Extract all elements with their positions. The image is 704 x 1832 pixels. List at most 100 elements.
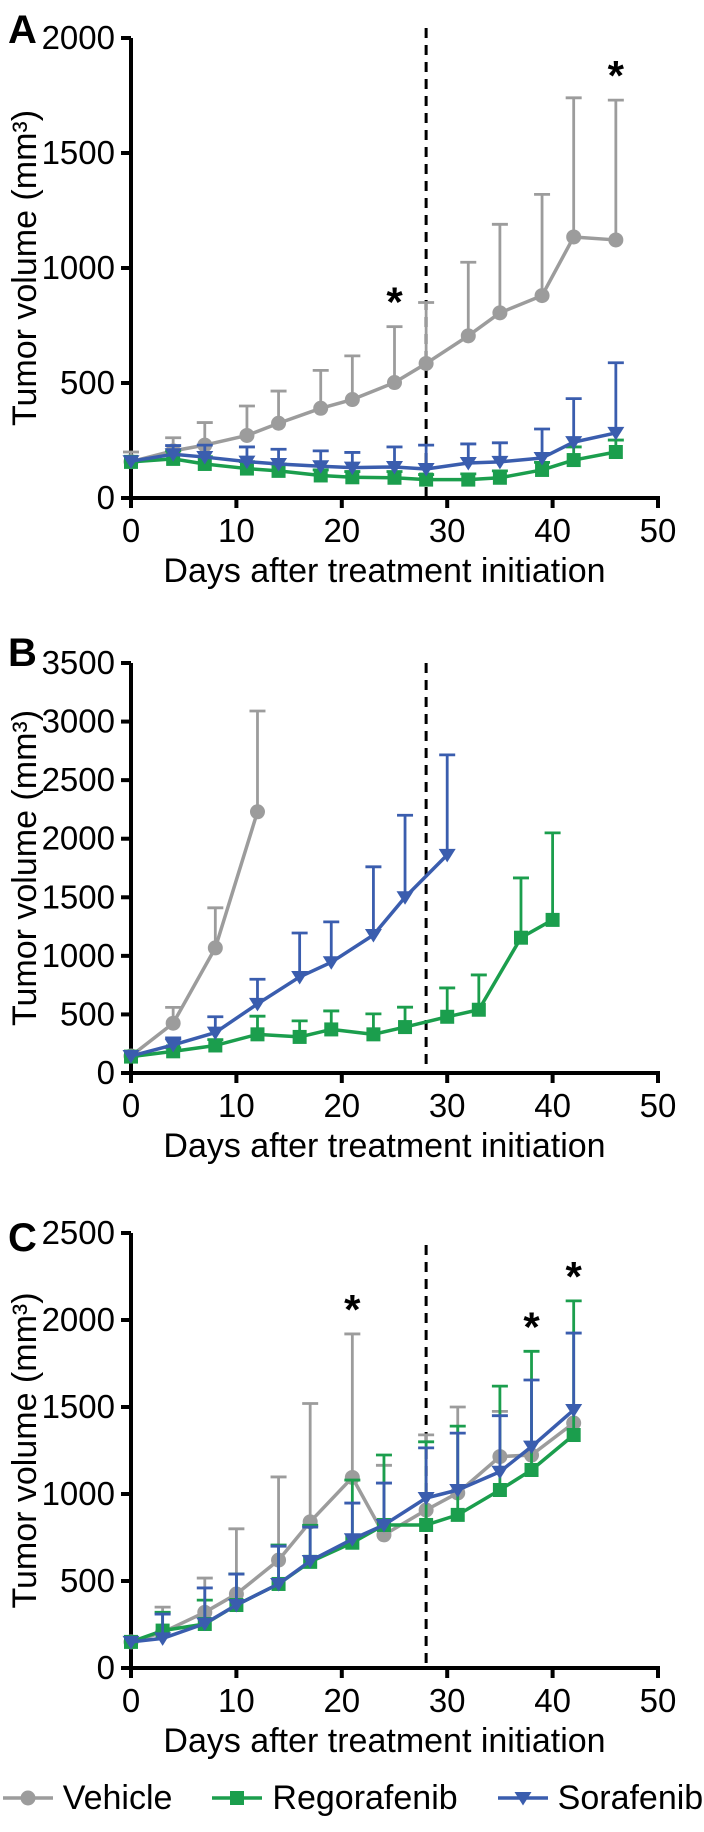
significance-asterisk: * bbox=[523, 1303, 540, 1350]
y-tick-label: 500 bbox=[60, 995, 115, 1032]
series-regorafenib bbox=[124, 831, 561, 1064]
x-tick-label: 50 bbox=[640, 1682, 677, 1719]
regorafenib-square-marker bbox=[535, 462, 550, 477]
x-axis-title: Days after treatment initiation bbox=[163, 1127, 605, 1165]
axes: 0 500 1000 1500 2000 0 10 20 30 40 50 bbox=[42, 19, 677, 549]
x-tick-label: 20 bbox=[323, 512, 360, 549]
x-tick-label: 10 bbox=[218, 512, 255, 549]
vehicle-circle-marker bbox=[608, 232, 624, 248]
y-axis-title: Tumor volume (mm³) bbox=[6, 110, 44, 426]
series-vehicle bbox=[123, 96, 624, 470]
y-tick-label: 0 bbox=[97, 1649, 115, 1686]
sorafenib-triangle-down-marker bbox=[154, 1632, 172, 1646]
regorafenib-square-marker bbox=[398, 1020, 413, 1035]
panel-b: B 0 500 1000 1500 2000 2500 3000 3500 0 10 20 30 40 5… bbox=[0, 585, 704, 1200]
sorafenib-triangle-down-marker bbox=[417, 1492, 435, 1506]
series-sorafenib bbox=[122, 753, 456, 1064]
sorafenib-triangle-down-marker bbox=[449, 1483, 467, 1498]
sorafenib-triangle-down-marker bbox=[322, 956, 340, 970]
sorafenib-legend-marker bbox=[514, 1792, 532, 1806]
regorafenib-square-marker bbox=[419, 1517, 434, 1532]
sorafenib-triangle-down-marker bbox=[270, 1577, 288, 1592]
legend-label-sorafenib: Sorafenib bbox=[557, 1778, 704, 1817]
sorafenib-triangle-down-marker bbox=[248, 997, 266, 1012]
y-tick-label: 2500 bbox=[42, 1214, 115, 1251]
regorafenib-square-marker bbox=[471, 1002, 486, 1017]
y-tick-label: 1500 bbox=[42, 878, 115, 915]
y-tick-label: 500 bbox=[60, 364, 115, 401]
y-tick-label: 0 bbox=[97, 1054, 115, 1091]
sorafenib-line bbox=[130, 431, 617, 471]
panel-c-chart: 0 500 1000 1500 2000 2500 0 10 20 30 40 50 Tumor vol… bbox=[6, 1214, 677, 1760]
x-tick-label: 50 bbox=[640, 512, 677, 549]
vehicle-circle-marker bbox=[566, 229, 582, 245]
sorafenib-triangle-down-marker bbox=[164, 448, 182, 462]
vehicle-circle-marker bbox=[313, 400, 329, 416]
regorafenib-square-marker bbox=[450, 1507, 465, 1522]
sorafenib-triangle-down-marker bbox=[533, 451, 551, 466]
regorafenib-line bbox=[130, 918, 554, 1059]
y-tick-label: 3500 bbox=[42, 644, 115, 681]
y-tick-label: 500 bbox=[60, 1562, 115, 1599]
y-tick-label: 2000 bbox=[42, 1301, 115, 1338]
sorafenib-triangle-down-marker bbox=[122, 1635, 140, 1650]
vehicle-circle-marker bbox=[344, 392, 360, 408]
x-tick-label: 0 bbox=[122, 1682, 140, 1719]
x-tick-label: 50 bbox=[640, 1087, 677, 1124]
regorafenib-line bbox=[130, 450, 617, 482]
regorafenib-square-marker bbox=[387, 470, 402, 485]
sorafenib-triangle-down-marker bbox=[301, 1554, 319, 1569]
x-tick-label: 10 bbox=[218, 1087, 255, 1124]
sorafenib-triangle-down-marker bbox=[238, 455, 256, 470]
series-sorafenib bbox=[122, 1331, 583, 1650]
vehicle-circle-marker bbox=[534, 288, 550, 304]
x-axis-title: Days after treatment initiation bbox=[163, 1722, 605, 1760]
sorafenib-triangle-down-marker bbox=[565, 436, 583, 450]
sorafenib-triangle-down-marker bbox=[491, 455, 509, 470]
x-tick-label: 40 bbox=[534, 1087, 571, 1124]
regorafenib-square-marker bbox=[313, 468, 328, 483]
regorafenib-square-marker bbox=[250, 1027, 265, 1042]
regorafenib-square-marker bbox=[545, 912, 560, 927]
x-tick-label: 20 bbox=[323, 1087, 360, 1124]
sorafenib-triangle-down-marker bbox=[438, 848, 456, 863]
vehicle-circle-marker bbox=[460, 328, 476, 344]
y-tick-label: 3000 bbox=[42, 703, 115, 740]
sorafenib-triangle-down-marker bbox=[565, 1403, 583, 1418]
sorafenib-triangle-down-marker bbox=[386, 460, 403, 475]
vehicle-circle-marker bbox=[418, 355, 434, 371]
vehicle-circle-marker bbox=[271, 415, 287, 431]
sorafenib-triangle-down-marker bbox=[291, 970, 309, 985]
x-tick-label: 30 bbox=[429, 1087, 466, 1124]
sorafenib-triangle-down-marker bbox=[164, 1038, 182, 1053]
axes: 0 500 1000 1500 2000 2500 0 10 20 30 40 50 bbox=[42, 1214, 677, 1719]
y-tick-label: 2000 bbox=[42, 820, 115, 857]
sorafenib-triangle-down-marker bbox=[196, 451, 214, 465]
vehicle-circle-marker bbox=[165, 1015, 181, 1031]
significance-asterisk: * bbox=[608, 52, 625, 99]
y-tick-label: 2500 bbox=[42, 761, 115, 798]
axes: 0 500 1000 1500 2000 2500 3000 3500 0 10 20 30 40 50 bbox=[42, 644, 677, 1124]
x-axis-title: Days after treatment initiation bbox=[163, 552, 605, 590]
regorafenib-square-marker bbox=[608, 445, 623, 459]
regorafenib-square-marker bbox=[366, 1027, 381, 1042]
legend-label-regorafenib: Regorafenib bbox=[272, 1778, 458, 1817]
sorafenib-triangle-down-marker bbox=[396, 891, 414, 905]
regorafenib-square-marker bbox=[492, 1482, 507, 1497]
regorafenib-square-marker bbox=[461, 472, 476, 487]
vehicle-circle-marker bbox=[239, 427, 255, 443]
vehicle-line bbox=[129, 811, 260, 1058]
sorafenib-triangle-down-marker bbox=[364, 929, 382, 943]
sorafenib-triangle-down-marker bbox=[607, 426, 625, 441]
legend: Vehicle Regorafenib Sorafenib bbox=[0, 1772, 704, 1824]
regorafenib-square-marker bbox=[566, 453, 581, 468]
regorafenib-square-marker bbox=[208, 1038, 223, 1053]
regorafenib-square-marker bbox=[292, 1029, 307, 1044]
significance-asterisk: * bbox=[344, 1286, 361, 1333]
vehicle-circle-marker bbox=[387, 375, 402, 391]
panel-b-chart: 0 500 1000 1500 2000 2500 3000 3500 0 10 20 30 40 50 T… bbox=[6, 644, 677, 1165]
regorafenib-square-marker-icon bbox=[212, 1791, 263, 1805]
sorafenib-triangle-down-marker bbox=[270, 457, 288, 472]
sorafenib-triangle-down-marker bbox=[122, 1050, 140, 1064]
